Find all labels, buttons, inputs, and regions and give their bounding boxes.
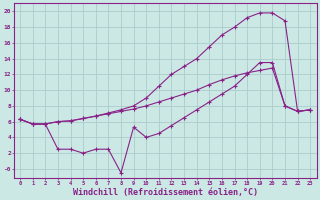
- X-axis label: Windchill (Refroidissement éolien,°C): Windchill (Refroidissement éolien,°C): [73, 188, 258, 197]
